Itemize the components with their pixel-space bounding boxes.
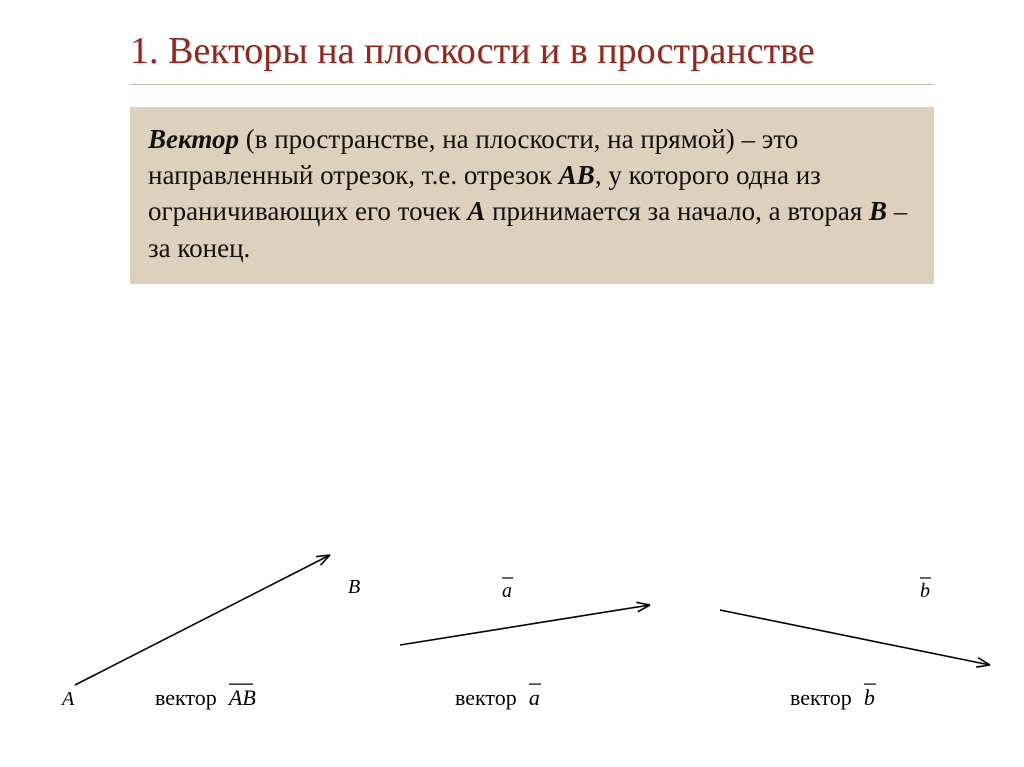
def-bold-b: В — [869, 196, 887, 226]
slide: 1. Векторы на плоскости и в пространстве… — [0, 0, 1024, 767]
svg-text:B: B — [348, 576, 360, 598]
title-block: 1. Векторы на плоскости и в пространстве — [0, 0, 1024, 97]
svg-text:A: A — [60, 688, 75, 710]
def-bold-a: А — [467, 196, 485, 226]
definition-paragraph: Вектор (в пространстве, на плоскости, на… — [148, 121, 922, 267]
svg-text:a: a — [529, 685, 540, 710]
slide-title: 1. Векторы на плоскости и в пространстве — [130, 28, 934, 85]
svg-text:вектор: вектор — [155, 685, 217, 710]
svg-text:b: b — [920, 580, 930, 602]
svg-text:AB: AB — [227, 685, 256, 710]
svg-text:вектор: вектор — [455, 685, 517, 710]
definition-block: Вектор (в пространстве, на плоскости, на… — [130, 107, 934, 285]
vector-diagram-area: ABвектор ABaвектор abвектор b — [0, 525, 1024, 735]
svg-text:вектор: вектор — [790, 685, 852, 710]
def-text-3: принимается за начало, а вторая — [485, 196, 869, 226]
svg-text:b: b — [864, 685, 875, 710]
term-vector: Вектор — [148, 124, 239, 154]
svg-text:a: a — [502, 580, 512, 602]
vector-diagram-svg: ABвектор ABaвектор abвектор b — [0, 525, 1024, 735]
def-bold-ab: АВ — [559, 160, 595, 190]
